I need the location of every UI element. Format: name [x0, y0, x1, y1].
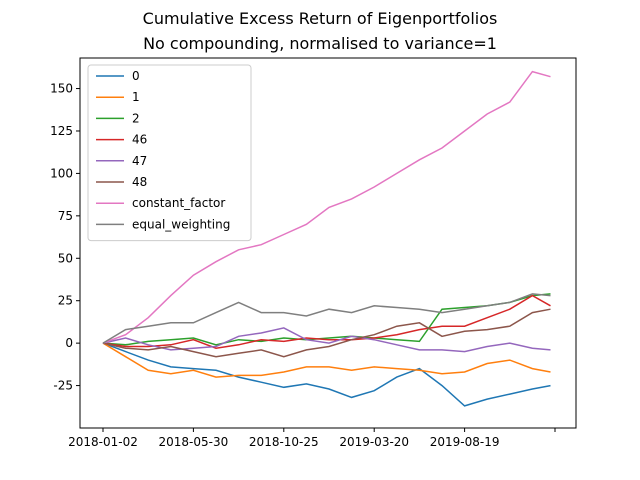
x-tick-label: 2019-08-19: [430, 435, 500, 449]
legend-label: 46: [132, 133, 147, 147]
series-line-46: [102, 294, 551, 349]
series-line-47: [102, 327, 551, 353]
series-line-48: [102, 308, 551, 358]
legend-label: constant_factor: [132, 196, 225, 210]
y-tick-label: 150: [50, 82, 73, 96]
series-line-constant_factor: [102, 70, 551, 344]
plot-lines: [102, 70, 551, 407]
y-tick-label: 75: [58, 209, 73, 223]
y-tick-label: 125: [50, 124, 73, 138]
legend-label: 48: [132, 175, 147, 189]
x-tick-label: 2019-03-20: [339, 435, 409, 449]
plot-frame: [79, 57, 577, 429]
legend-box: [87, 64, 252, 242]
chart-subtitle: No compounding, normalised to variance=1: [143, 34, 497, 53]
legend-label: 1: [132, 90, 140, 104]
y-tick-label: 100: [50, 166, 73, 180]
y-tick-label: 0: [65, 336, 73, 350]
x-tick-label: 2018-10-25: [249, 435, 319, 449]
series-line-equal_weighting: [102, 293, 551, 344]
y-tick-label: -25: [53, 379, 73, 393]
x-axis: 2018-01-02 2018-05-30 2018-10-25 2019-03-20…: [68, 428, 556, 449]
x-tick-label: 2018-05-30: [159, 435, 229, 449]
y-tick-label: 25: [58, 294, 73, 308]
legend-label: 2: [132, 111, 140, 125]
legend-label: equal_weighting: [132, 217, 230, 231]
y-tick-label: 50: [58, 251, 73, 265]
x-tick-label: 2018-01-02: [68, 435, 138, 449]
legend-label: 0: [132, 69, 140, 83]
y-axis: -25 0 25 50 75 100 125 150: [50, 82, 80, 393]
series-line-1: [102, 342, 551, 378]
legend-label: 47: [132, 154, 147, 168]
legend: 0 1 2 46 47 48 constant_factor equal_weighting: [87, 64, 252, 242]
series-line-0: [102, 342, 551, 407]
chart-title: Cumulative Excess Return of Eigenportfol…: [143, 9, 498, 28]
